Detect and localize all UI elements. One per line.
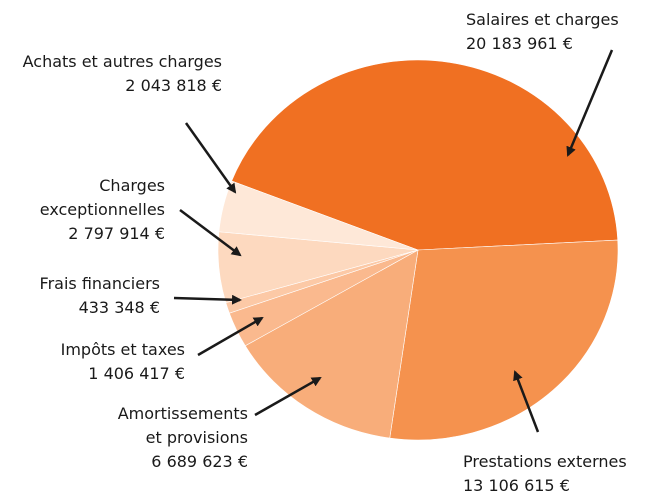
- pie-slice: [231, 59, 619, 251]
- value-label: 1 406 417 €: [88, 364, 185, 383]
- slice-label: Prestations externes 13 106 615 €: [463, 450, 663, 496]
- value-label: 6 689 623 €: [151, 452, 248, 471]
- slice-label: Achats et autres charges 2 043 818 €: [12, 50, 222, 98]
- category-name: Salaires et charges: [466, 10, 619, 29]
- arrows: [173, 49, 614, 433]
- slice-label: Salaires et charges 20 183 961 €: [466, 8, 656, 56]
- category-name: Frais financiers: [39, 274, 160, 293]
- arrow: [254, 376, 322, 417]
- arrow: [184, 122, 237, 194]
- category-name: Achats et autres charges: [22, 52, 222, 71]
- slice-label: Frais financiers 433 348 €: [0, 272, 160, 320]
- slice-label: Impôts et taxes 1 406 417 €: [15, 338, 185, 386]
- value-label: 2 797 914 €: [68, 224, 165, 243]
- pie-slice: [218, 180, 419, 251]
- arrow: [179, 209, 242, 257]
- slice-label: Charges exceptionnelles 2 797 914 €: [15, 174, 165, 246]
- category-name: Charges exceptionnelles: [39, 176, 165, 219]
- value-label: 20 183 961 €: [466, 34, 573, 53]
- value-label: 13 106 615 €: [463, 476, 570, 495]
- category-name: Amortissements et provisions: [117, 404, 248, 447]
- arrow: [513, 370, 540, 433]
- arrow: [566, 49, 614, 157]
- value-label: 2 043 818 €: [125, 76, 222, 95]
- arrow: [197, 316, 264, 357]
- category-name: Impôts et taxes: [60, 340, 185, 359]
- category-name: Prestations externes: [463, 452, 627, 471]
- arrow: [173, 294, 242, 305]
- pie-slice: [244, 249, 419, 439]
- value-label: 433 348 €: [78, 298, 160, 317]
- slice-label: Amortissements et provisions 6 689 623 €: [98, 402, 248, 474]
- pie-slice: [389, 239, 619, 441]
